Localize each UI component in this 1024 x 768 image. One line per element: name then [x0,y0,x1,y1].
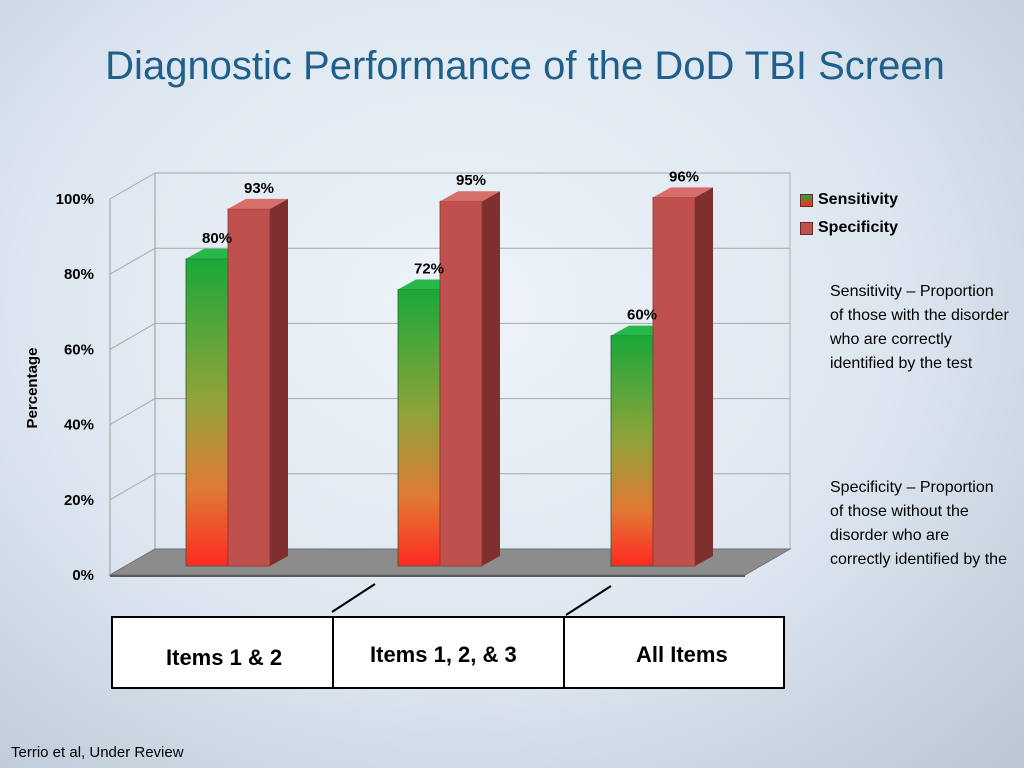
gridline-side [109,322,156,350]
bar-sensitivity [610,335,654,567]
legend-item-sensitivity: Sensitivity [800,186,898,214]
legend-label-specificity: Specificity [818,219,899,236]
slide-title: Diagnostic Performance of the DoD TBI Sc… [105,44,945,88]
bar-top-specificity [440,191,500,202]
bar-specificity [439,200,483,567]
group-connector [331,583,376,613]
legend-label-sensitivity: Sensitivity [818,191,899,208]
y-tick-label: 20% [64,492,94,509]
data-label-specificity: 93% [244,180,274,197]
bar-specificity [227,208,271,567]
item-group-box: Items 1 & 2 Items 1, 2, & 3 All Items [111,616,785,689]
y-tick-label: 100% [56,191,94,208]
legend-item-specificity: Specificity [800,214,898,242]
legend-swatch-specificity [800,221,813,235]
bar-top-specificity [228,198,288,209]
chart-legend: Sensitivity Specificity [800,186,898,242]
data-label-specificity: 95% [456,172,486,189]
group-label-items-1-2-3: Items 1, 2, & 3 [370,642,517,667]
bar-top-specificity [653,187,713,198]
group-label-items-1-2: Items 1 & 2 [166,645,283,670]
legend-swatch-sensitivity [800,193,813,207]
bar-side-specificity [270,198,288,566]
data-label-specificity: 96% [669,168,699,185]
group-divider [563,618,565,689]
y-tick-label: 0% [72,567,94,584]
y-tick-label: 80% [64,266,94,283]
y-axis-title: Percentage [24,348,41,429]
bar-sensitivity [185,258,229,567]
group-label-all-items: All Items [636,642,728,667]
sensitivity-definition: Sensitivity – Proportion of those with t… [830,283,1009,372]
gridline-side [109,398,156,426]
citation: Terrio et al, Under Review [11,744,184,761]
chart-floor-edge [110,575,745,577]
gridline-side [109,172,156,200]
bar-sensitivity [397,289,441,567]
data-label-sensitivity: 72% [414,261,444,278]
y-tick-label: 40% [64,417,94,434]
data-label-sensitivity: 60% [627,307,657,324]
gridline-side [109,247,156,275]
bar-side-specificity [482,191,500,566]
group-connector [565,585,612,616]
gridline-side [109,473,156,501]
bar-side-specificity [695,187,713,567]
data-label-sensitivity: 80% [202,230,232,247]
y-tick-label: 60% [64,341,94,358]
group-divider [332,618,334,689]
bar-specificity [652,196,696,567]
specificity-definition: Specificity – Proportion of those withou… [830,479,1007,568]
